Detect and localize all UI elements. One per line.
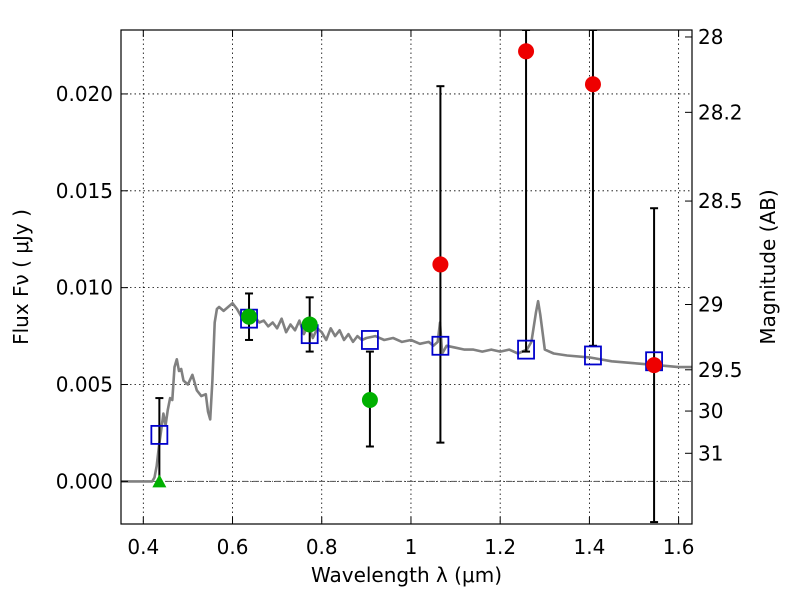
model-photometry-square — [361, 330, 379, 350]
x-tick-label: 0.6 — [217, 535, 249, 559]
y2-tick-label: 29.5 — [698, 358, 743, 382]
model-spectrum — [121, 299, 692, 483]
model-spectrum-line — [121, 299, 692, 483]
model-photometry-square — [431, 335, 450, 356]
data-point — [584, 76, 601, 93]
y-tick-label: 0.005 — [56, 373, 113, 397]
model-photometry-squares — [150, 308, 663, 445]
observed-points — [152, 43, 663, 488]
x-tick-label: 1.4 — [573, 535, 605, 559]
plot-frame — [120, 29, 693, 525]
y-tick-label: 0.015 — [56, 179, 113, 203]
data-point-triangle — [152, 474, 167, 488]
data-point — [301, 316, 318, 333]
y2-axis-label: Magnitude (AB) — [756, 189, 780, 344]
y2-tick-label: 29 — [698, 293, 723, 317]
error-bars — [155, 30, 659, 524]
grid — [121, 30, 692, 524]
x-tick-label: 1.2 — [484, 535, 516, 559]
y-tick-label: 0.010 — [56, 276, 113, 300]
x-tick-label: 1.6 — [663, 535, 695, 559]
model-photometry-square — [584, 345, 602, 366]
data-point — [646, 357, 663, 374]
y2-tick-label: 28.2 — [698, 100, 743, 124]
y-axis-label: Flux Fν ( μJy ) — [9, 209, 33, 345]
y2-tick-label: 31 — [698, 441, 723, 465]
y2-tick-label: 30 — [698, 399, 723, 423]
data-point — [432, 256, 449, 273]
y-tick-label: 0.020 — [56, 82, 113, 106]
y2-tick-label: 28.5 — [698, 189, 743, 213]
x-tick-label: 0.4 — [127, 535, 159, 559]
y-tick-label: 0.000 — [56, 469, 113, 493]
data-point — [361, 392, 378, 409]
x-tick-label: 1 — [405, 535, 418, 559]
axis-ticks: 0.4 0.6 0.8 1 1.2 1.4 1.6 0.000 0.005 0.010 0.015 0… — [56, 25, 743, 559]
x-tick-label: 0.8 — [306, 535, 338, 559]
data-point — [518, 43, 535, 60]
model-photometry-square — [150, 424, 169, 445]
x-axis-label: Wavelength λ (μm) — [311, 563, 502, 587]
data-point — [241, 308, 258, 325]
model-photometry-square — [517, 339, 535, 360]
y2-tick-label: 28 — [698, 25, 723, 49]
